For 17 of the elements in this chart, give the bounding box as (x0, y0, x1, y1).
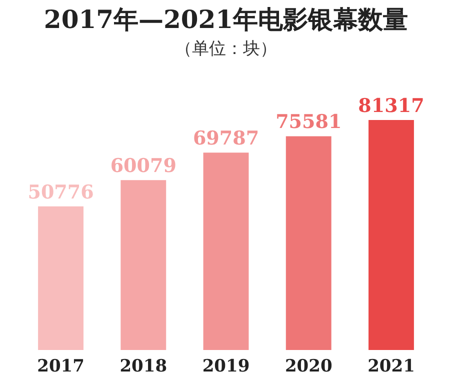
x-tick-label: 2017 (37, 356, 84, 376)
data-label: 81317 (358, 95, 424, 117)
bar (368, 120, 414, 350)
data-label: 50776 (28, 181, 94, 204)
x-tick-label: 2018 (120, 356, 168, 376)
x-tick-label: 2021 (368, 356, 415, 376)
chart-title: 2017年—2021年电影银幕数量 (44, 5, 408, 34)
chart-subtitle: （单位：块） (175, 39, 277, 58)
data-label: 60079 (110, 155, 176, 178)
data-label: 69787 (192, 128, 260, 150)
x-tick-label: 2020 (284, 356, 332, 376)
bar (286, 136, 332, 350)
data-label: 75581 (276, 111, 342, 134)
x-tick-label: 2019 (202, 356, 250, 376)
bar (38, 206, 84, 350)
bar (120, 180, 166, 350)
bar (203, 152, 249, 350)
